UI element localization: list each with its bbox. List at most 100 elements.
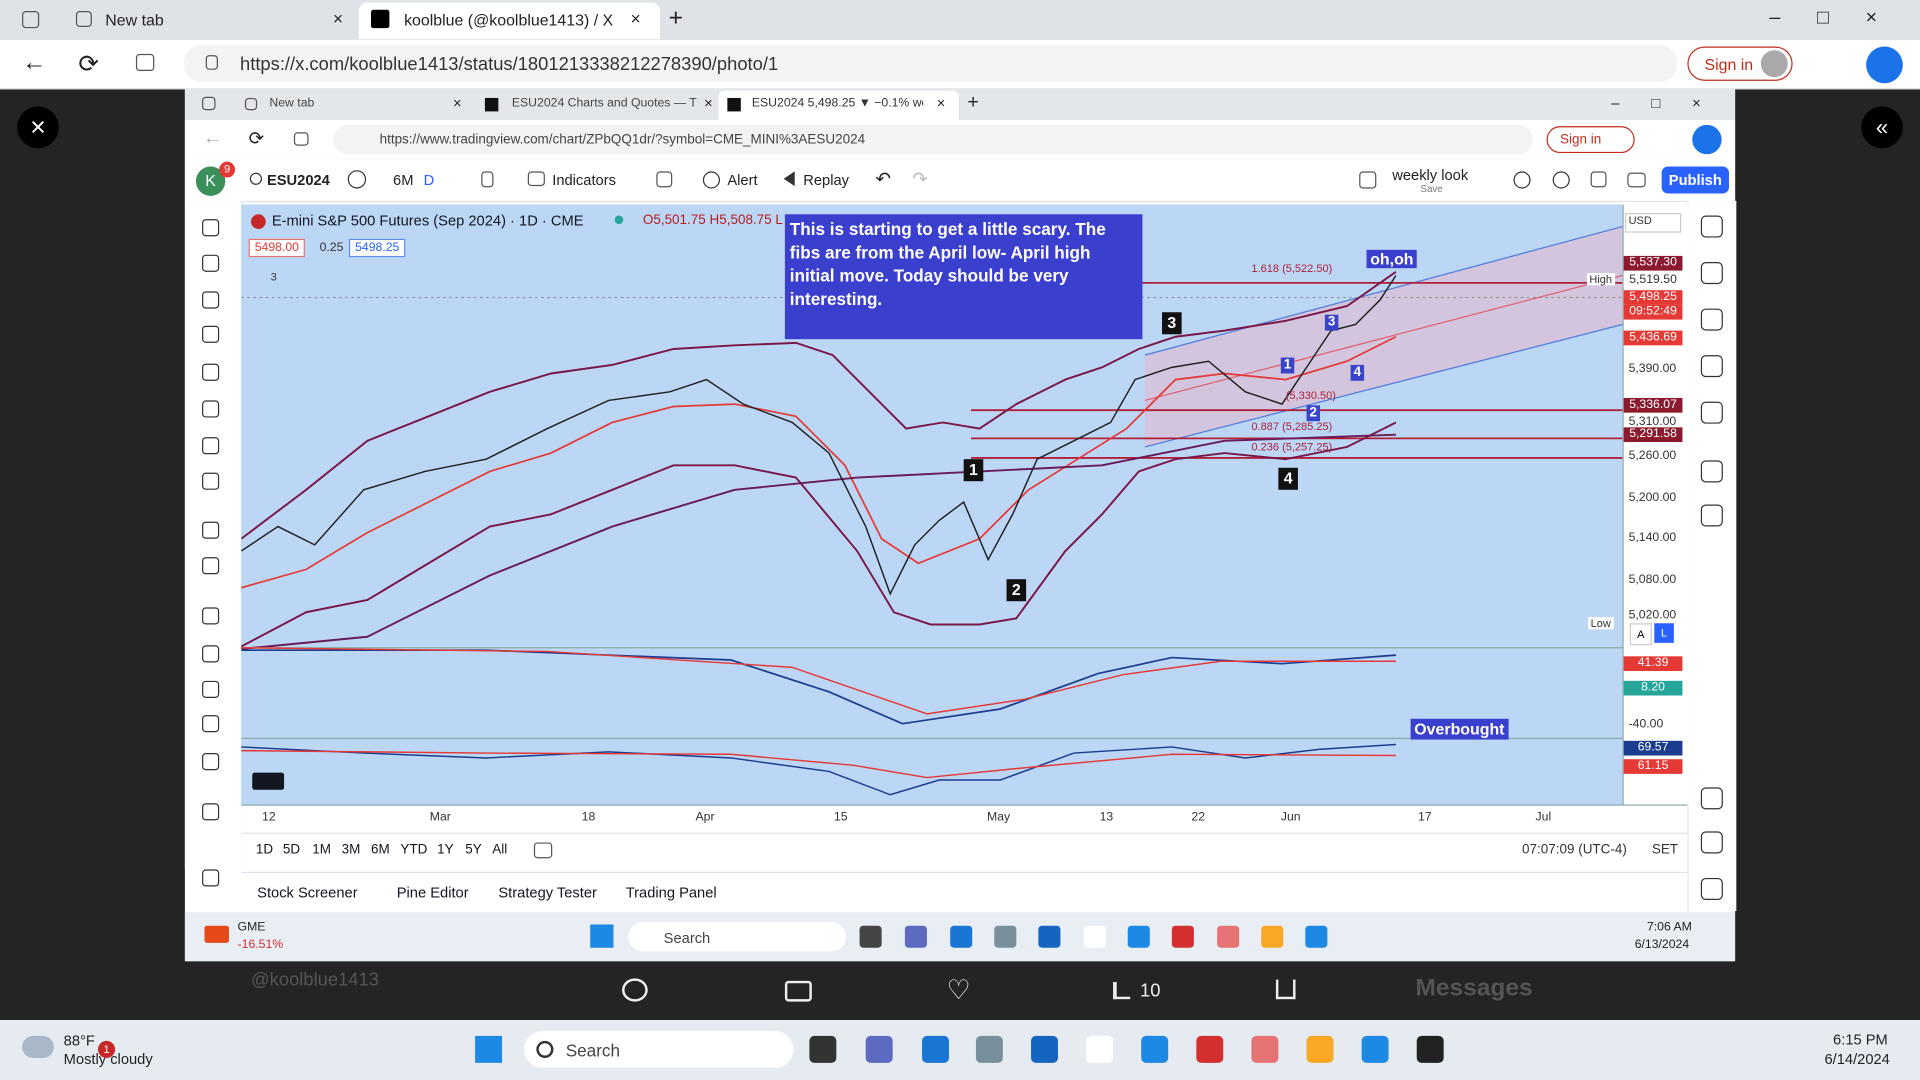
range-button[interactable]: 3M [341,842,361,858]
tab-close[interactable]: × [630,8,641,29]
layout-checkbox[interactable] [1359,171,1377,189]
ask-price[interactable]: 5498.25 [348,238,406,258]
inner-sign-in[interactable] [1546,126,1635,154]
currency-select[interactable]: USD [1624,213,1682,233]
start-button[interactable] [475,1035,503,1063]
app-icon[interactable] [950,925,973,948]
alert-button[interactable]: Alert [727,171,758,189]
repost-button[interactable] [784,980,812,1002]
taskbar-app[interactable] [1306,1035,1334,1063]
bottom-tab[interactable]: Strategy Tester [498,884,597,902]
drawing-tool[interactable] [202,472,220,490]
sidebar-tool[interactable] [1700,308,1723,331]
indicators-button[interactable]: Indicators [552,171,616,189]
like-button[interactable]: ♡ [946,974,971,1006]
search-text[interactable]: Search [663,929,711,947]
search-text[interactable]: Search [565,1040,621,1061]
sidebar-tool[interactable] [1700,355,1723,378]
symbol-search[interactable]: ESU2024 [266,171,330,189]
taskbar-app[interactable] [865,1035,893,1063]
undo-button[interactable]: ↶ [875,168,891,190]
drawing-tool[interactable] [202,607,220,625]
drawing-tool[interactable] [202,753,220,771]
share-button[interactable] [1275,979,1296,1000]
sidebar-tool[interactable] [1700,215,1723,238]
sign-in-text[interactable]: Sign in [1704,55,1754,74]
search-box[interactable] [524,1031,794,1068]
inner-url-text[interactable]: https://www.tradingview.com/chart/ZPbQQ1… [379,132,866,147]
inner-tab-active[interactable] [718,90,959,120]
new-tab[interactable]: + [668,4,683,32]
taskbar-app[interactable] [1251,1035,1279,1063]
inner-reload[interactable]: ⟳ [248,128,264,150]
tab-close[interactable]: × [333,8,344,29]
app-icon[interactable] [994,925,1017,948]
chart-type-button[interactable] [481,171,494,188]
range-button[interactable]: YTD [400,842,428,858]
outer-tab-active[interactable] [358,2,660,40]
snapshot-button[interactable] [1627,172,1646,188]
app-icon[interactable] [1083,925,1106,948]
drawing-tool[interactable] [202,521,220,539]
inner-tab-close[interactable]: × [936,94,946,112]
inner-sign-in-text[interactable]: Sign in [1560,132,1602,147]
taskbar-app[interactable] [1361,1035,1389,1063]
range-button[interactable]: 6M [371,842,390,858]
drawing-tool[interactable] [202,400,220,418]
indicator-count[interactable]: 3 [270,270,277,283]
quick-search[interactable] [1513,171,1531,189]
drawing-tool[interactable] [202,219,220,237]
drawing-tool[interactable] [202,803,220,821]
window-controls[interactable]: –□× [1769,7,1914,29]
reply-button[interactable] [622,978,648,1002]
inner-back[interactable]: ← [203,127,222,149]
drawing-tool[interactable] [202,254,220,272]
inner-new-tab[interactable]: + [967,91,979,113]
app-icon[interactable] [859,925,882,948]
inner-tab-title[interactable]: ESU2024 Charts and Quotes — T [511,96,697,111]
app-icon[interactable] [1038,925,1061,948]
range-button[interactable]: 5D [282,842,301,858]
fullscreen-button[interactable] [1590,171,1607,188]
sidebar-tool[interactable] [1700,401,1723,424]
sidebar-tool[interactable] [1700,262,1723,285]
home-button[interactable] [135,53,155,72]
auto-scale-button[interactable]: A [1629,623,1652,646]
app-icon[interactable] [1261,925,1284,948]
inner-tab-close[interactable]: × [453,94,462,112]
sidebar-tool[interactable] [1700,831,1723,854]
drawing-tool[interactable] [202,869,220,887]
range-button[interactable]: 1Y [437,842,454,858]
inner-tab-close[interactable]: × [704,94,713,112]
app-icon[interactable] [1171,925,1194,948]
drawing-tool[interactable] [202,680,220,698]
publish-button[interactable]: Publish [1661,166,1729,194]
expand-panel[interactable]: « [1861,106,1903,149]
range-button[interactable]: 5Y [465,842,482,858]
bottom-tab[interactable]: Pine Editor [396,884,469,902]
app-icon[interactable] [1127,925,1150,948]
inner-url-field[interactable] [333,124,1534,155]
range-button[interactable]: All [492,842,508,858]
drawing-tool[interactable] [202,437,220,455]
settings-button[interactable] [1552,171,1570,189]
back-button[interactable]: ← [22,48,47,76]
bottom-tab[interactable]: Stock Screener [257,884,358,902]
interval-select[interactable]: D [423,171,435,189]
sidebar-tool[interactable] [1700,877,1723,900]
inner-window-controls[interactable]: –□× [1611,94,1733,112]
sidebar-tool[interactable] [1700,504,1723,527]
redo-button[interactable]: ↷ [912,168,928,190]
start-button[interactable] [590,924,614,948]
range-button[interactable]: 1M [312,842,331,858]
app-icon[interactable] [904,925,927,948]
tab-actions-icon[interactable] [22,11,40,29]
sidebar-tool[interactable] [1700,460,1723,483]
inner-home[interactable] [293,132,309,146]
range-select[interactable]: 6M [393,171,414,189]
compare-button[interactable] [347,170,367,189]
templates-button[interactable] [656,171,673,188]
inner-tab-title[interactable]: ESU2024 5,498.25 ▼ −0.1% weel [751,96,924,111]
date-range-button[interactable] [533,842,553,859]
search-box[interactable] [628,922,847,952]
